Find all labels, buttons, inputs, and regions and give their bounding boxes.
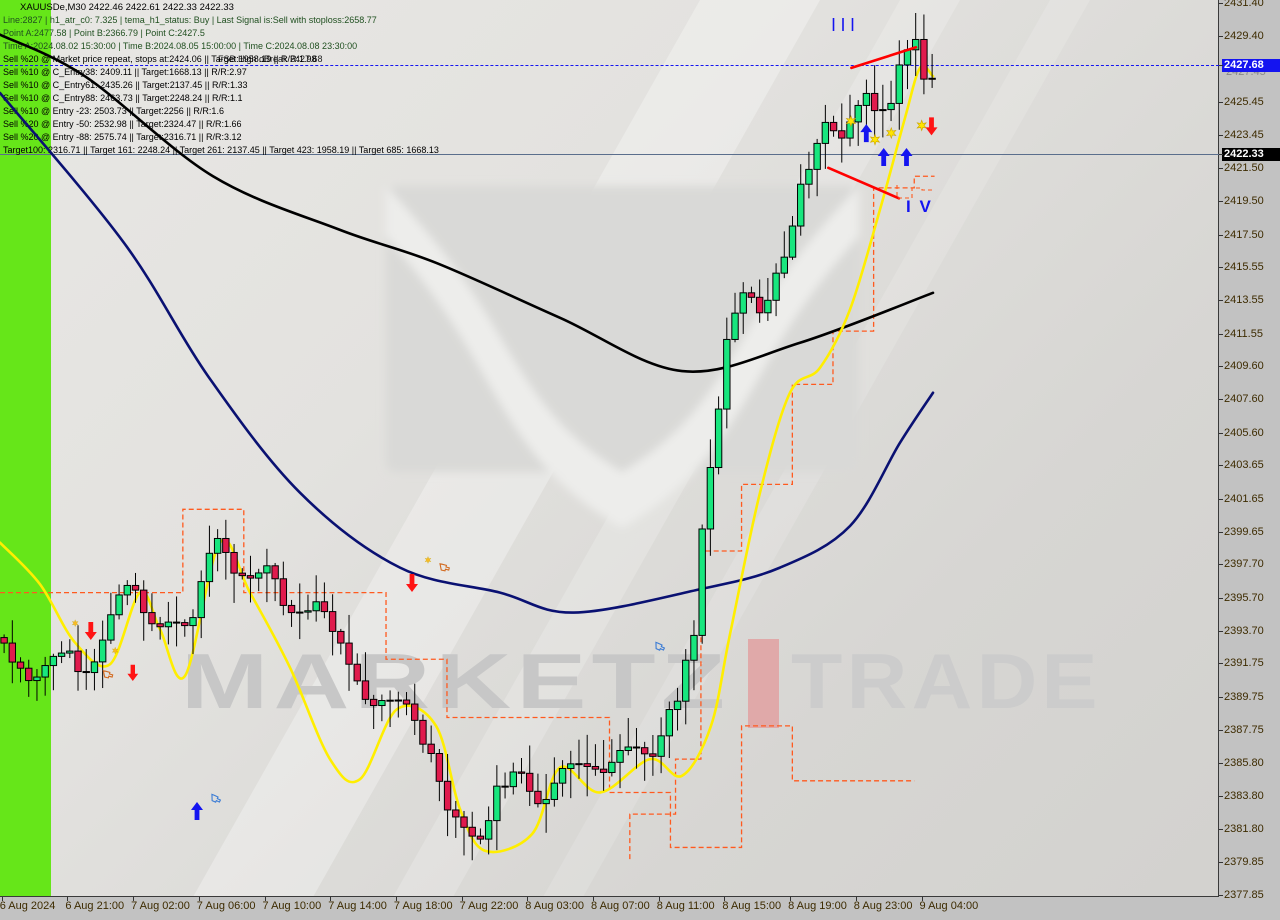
svg-text:I V: I V bbox=[906, 197, 933, 216]
